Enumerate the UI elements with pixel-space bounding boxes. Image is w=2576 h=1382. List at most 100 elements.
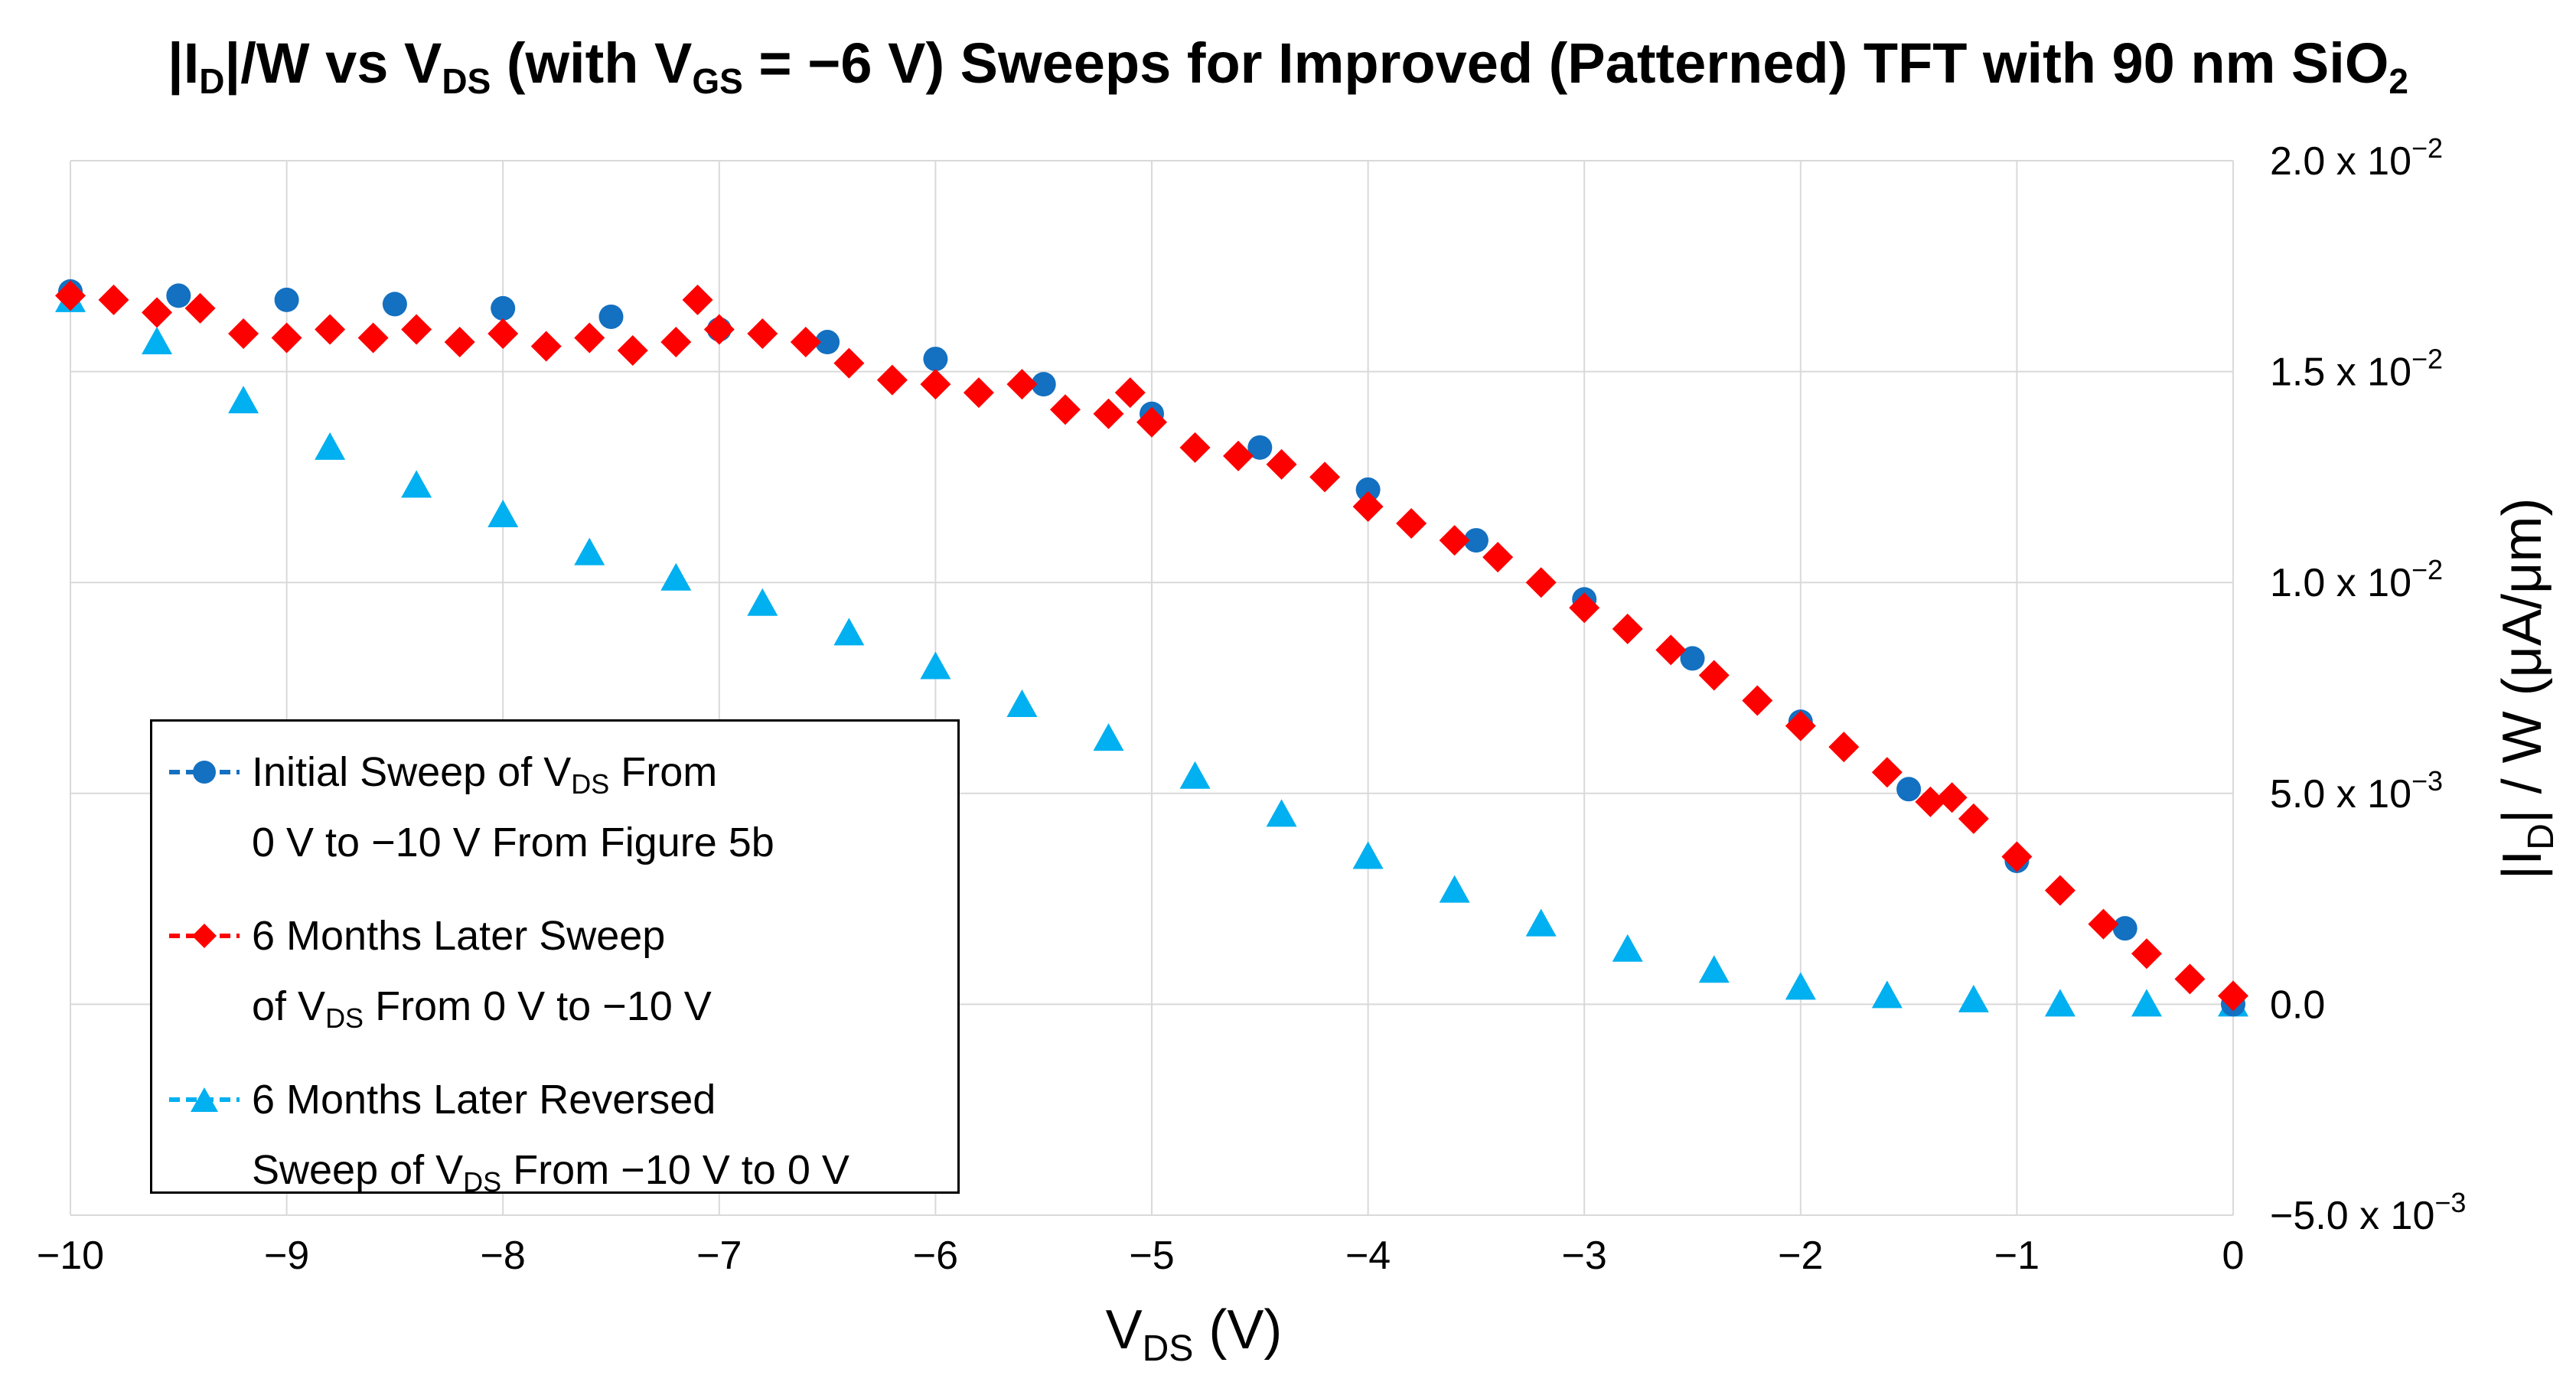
y-axis-title: |ID| / W (μA/μm) <box>2492 498 2561 880</box>
marker-initial-circle <box>2112 916 2137 941</box>
marker-later-diamond <box>1309 461 1341 493</box>
marker-later-diamond <box>833 347 865 379</box>
x-tick-label: −7 <box>696 1234 742 1278</box>
y-tick-label: −5.0 x 10−3 <box>2270 1187 2466 1238</box>
series-later-sweep <box>55 280 2248 1012</box>
marker-later-diamond <box>574 322 605 354</box>
title-sub-3: GS <box>692 61 743 101</box>
marker-later-diamond <box>2218 980 2248 1012</box>
x-tick-label: 0 <box>2222 1234 2245 1278</box>
marker-initial-circle <box>923 347 948 372</box>
marker-initial-circle <box>1247 435 1273 460</box>
y-tick-label: 0.0 <box>2270 983 2325 1027</box>
marker-later-diamond <box>1742 685 1773 716</box>
marker-later-diamond <box>55 280 86 311</box>
marker-later-diamond <box>1785 710 1816 742</box>
legend-text-later-line2: of VDS From 0 V to −10 V <box>252 983 712 1034</box>
marker-reversed-triangle <box>1958 984 1989 1012</box>
legend-marker-later <box>192 924 217 948</box>
marker-later-diamond <box>530 331 562 362</box>
marker-later-diamond <box>617 335 648 367</box>
marker-initial-circle <box>1355 477 1381 502</box>
marker-later-diamond <box>2044 875 2075 906</box>
marker-initial-circle <box>1896 777 1922 802</box>
marker-later-diamond <box>703 314 735 345</box>
title-sub-2: DS <box>442 61 491 101</box>
marker-later-diamond <box>271 322 302 354</box>
x-tick-label: −1 <box>1994 1234 2040 1278</box>
marker-reversed-triangle <box>1525 908 1557 937</box>
x-tick-label: −4 <box>1345 1234 1391 1278</box>
marker-later-diamond <box>1396 508 1427 539</box>
marker-reversed-triangle <box>920 651 951 680</box>
marker-later-diamond <box>1655 634 1687 666</box>
marker-initial-circle <box>1031 372 1056 397</box>
marker-later-diamond <box>1179 432 1211 463</box>
marker-later-diamond <box>2001 841 2033 872</box>
marker-later-diamond <box>660 327 692 358</box>
marker-later-diamond <box>1525 567 1557 598</box>
marker-reversed-triangle <box>315 432 346 460</box>
marker-reversed-triangle <box>1871 980 1903 1009</box>
legend-text-initial-line2: 0 V to −10 V From Figure 5b <box>252 820 774 865</box>
marker-reversed-triangle <box>2044 989 2075 1017</box>
x-tick-label: −10 <box>37 1234 104 1278</box>
marker-later-diamond <box>790 327 821 358</box>
marker-later-diamond <box>1871 757 1903 788</box>
title-part-1: |I <box>167 31 200 95</box>
marker-initial-circle <box>166 283 191 308</box>
marker-reversed-triangle <box>401 470 432 498</box>
marker-later-diamond <box>1569 592 1600 624</box>
marker-reversed-triangle <box>574 537 605 566</box>
marker-later-diamond <box>920 369 951 400</box>
marker-later-diamond <box>1223 440 1254 471</box>
marker-later-diamond <box>2131 938 2162 970</box>
marker-later-diamond <box>1352 491 1384 522</box>
marker-later-diamond <box>1266 448 1297 480</box>
marker-reversed-triangle <box>1352 841 1384 869</box>
legend-marker-reversed <box>191 1087 218 1112</box>
marker-initial-circle <box>815 330 840 355</box>
x-tick-label: −3 <box>1562 1234 1607 1278</box>
x-tick-labels: −10 −9 −8 −7 −6 −5 −4 −3 −2 −1 0 <box>37 1234 2245 1278</box>
marker-reversed-triangle <box>1006 689 1038 718</box>
title-part-4: = −6 V) Sweeps for Improved (Patterned) … <box>742 31 2389 95</box>
marker-later-diamond <box>1482 542 1514 573</box>
y-tick-label: 2.0 x 10−2 <box>2270 132 2443 184</box>
marker-later-diamond <box>1136 406 1167 438</box>
title-sub-1: D <box>199 61 225 101</box>
legend-swatch-initial <box>169 761 240 784</box>
marker-reversed-triangle <box>747 588 778 616</box>
marker-reversed-triangle <box>1698 955 1730 983</box>
marker-later-diamond <box>228 318 259 349</box>
y-tick-labels: −5.0 x 10−3 0.0 5.0 x 10−3 1.0 x 10−2 1.5 x … <box>2270 132 2466 1238</box>
legend-swatch-later <box>169 924 240 948</box>
marker-later-diamond <box>1049 394 1081 425</box>
marker-later-diamond <box>963 377 994 409</box>
marker-reversed-triangle <box>1093 723 1124 751</box>
x-tick-label: −9 <box>264 1234 309 1278</box>
marker-later-diamond <box>357 322 389 354</box>
chart-title: |ID|/W vs VDS (with VGS = −6 V) Sweeps f… <box>0 31 2576 102</box>
marker-reversed-triangle <box>1612 934 1643 962</box>
marker-reversed-triangle <box>1439 875 1470 903</box>
marker-reversed-triangle <box>660 562 692 591</box>
marker-reversed-triangle <box>2131 989 2162 1017</box>
marker-initial-circle <box>1680 646 1705 671</box>
marker-later-diamond <box>1915 786 1946 817</box>
marker-later-diamond <box>184 292 216 324</box>
marker-later-diamond <box>1828 732 1860 763</box>
marker-reversed-triangle <box>487 500 519 528</box>
x-tick-label: −8 <box>481 1234 526 1278</box>
marker-later-diamond <box>1958 803 1989 834</box>
title-part-3: (with V <box>491 31 693 95</box>
marker-initial-circle <box>1463 528 1489 553</box>
legend-text-initial-line1: Initial Sweep of VDS From <box>252 749 718 800</box>
marker-later-diamond <box>98 284 129 315</box>
marker-reversed-triangle <box>228 386 259 414</box>
marker-reversed-triangle <box>833 618 865 646</box>
legend-text-reversed-line2: Sweep of VDS From −10 V to 0 V <box>252 1147 849 1198</box>
marker-reversed-triangle <box>142 327 173 355</box>
marker-later-diamond <box>1093 398 1124 429</box>
